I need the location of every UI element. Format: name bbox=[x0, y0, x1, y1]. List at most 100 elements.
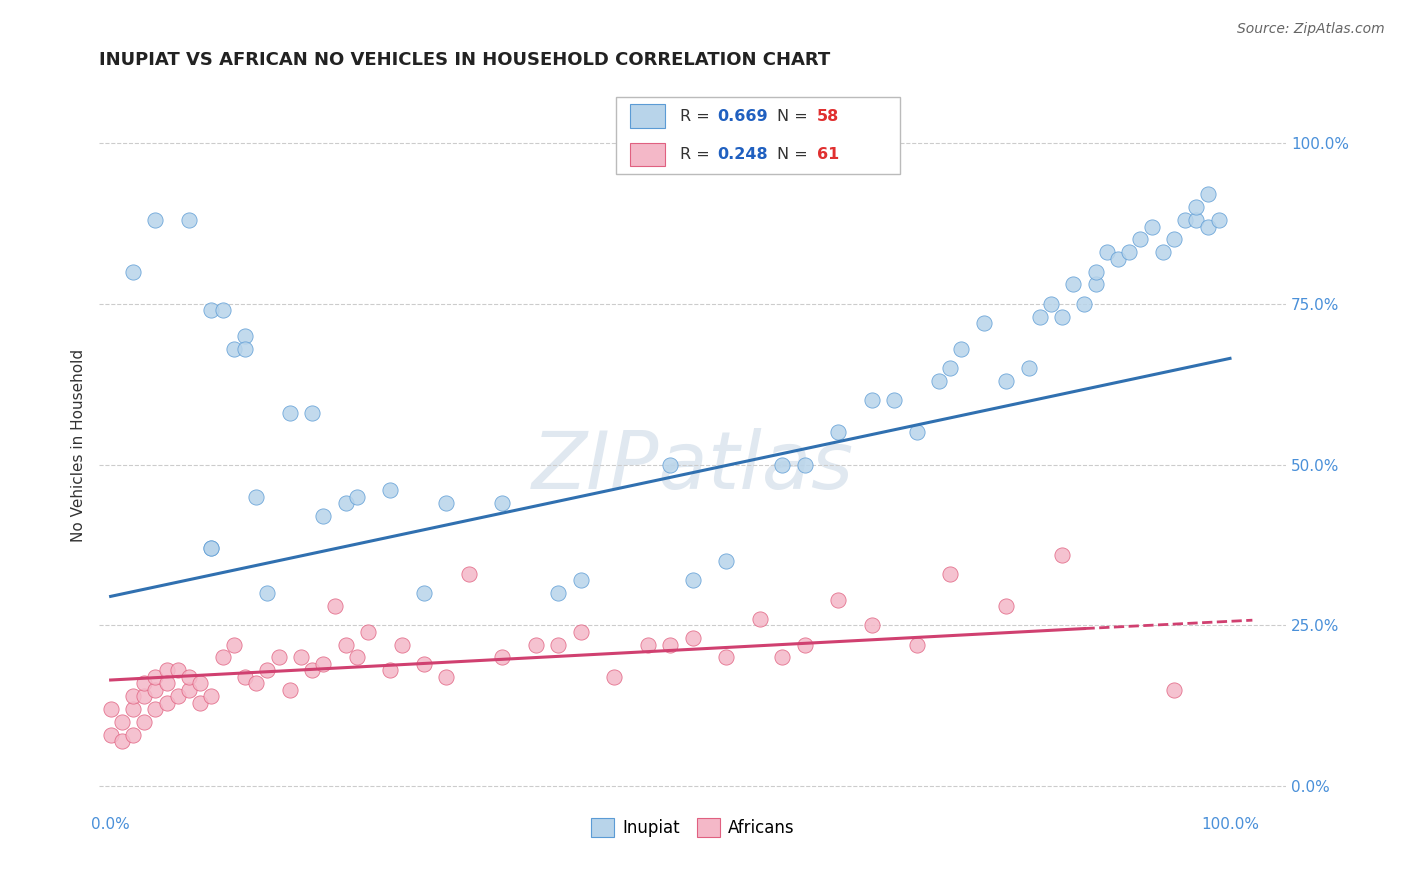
Point bbox=[267, 650, 290, 665]
Text: 0.248: 0.248 bbox=[717, 147, 768, 162]
Point bbox=[939, 361, 962, 376]
Point bbox=[290, 650, 312, 665]
Point bbox=[256, 586, 278, 600]
Point bbox=[312, 508, 335, 523]
Point bbox=[155, 696, 177, 710]
Point bbox=[122, 264, 145, 278]
Point bbox=[134, 714, 156, 729]
Point bbox=[323, 599, 346, 613]
FancyBboxPatch shape bbox=[630, 104, 665, 128]
Text: N =: N = bbox=[778, 147, 813, 162]
Point bbox=[793, 638, 815, 652]
Point bbox=[346, 490, 368, 504]
Point bbox=[770, 650, 793, 665]
Text: 0.669: 0.669 bbox=[717, 109, 768, 124]
Point bbox=[1095, 245, 1118, 260]
Point bbox=[905, 638, 928, 652]
Point bbox=[995, 374, 1018, 388]
Point bbox=[547, 586, 569, 600]
Text: Source: ZipAtlas.com: Source: ZipAtlas.com bbox=[1237, 22, 1385, 37]
Point bbox=[1050, 310, 1073, 324]
Point bbox=[748, 612, 770, 626]
Point bbox=[278, 406, 301, 420]
Point bbox=[569, 624, 592, 639]
Point bbox=[222, 638, 245, 652]
Point bbox=[177, 682, 200, 697]
Point bbox=[380, 664, 402, 678]
Point bbox=[1163, 232, 1185, 246]
Point bbox=[1197, 219, 1219, 234]
Point bbox=[939, 566, 962, 581]
Point bbox=[1185, 213, 1208, 227]
Point bbox=[928, 374, 950, 388]
Point bbox=[145, 213, 167, 227]
Point bbox=[200, 541, 222, 556]
Point bbox=[145, 702, 167, 716]
Point bbox=[233, 342, 256, 356]
Point bbox=[436, 670, 458, 684]
Point bbox=[827, 592, 849, 607]
Point bbox=[200, 541, 222, 556]
Point bbox=[1018, 361, 1040, 376]
Point bbox=[122, 702, 145, 716]
Point bbox=[973, 316, 995, 330]
Legend: Inupiat, Africans: Inupiat, Africans bbox=[583, 812, 801, 844]
Point bbox=[569, 574, 592, 588]
Point bbox=[950, 342, 973, 356]
Point bbox=[659, 458, 682, 472]
Text: N =: N = bbox=[778, 109, 813, 124]
FancyBboxPatch shape bbox=[616, 97, 900, 174]
Point bbox=[659, 638, 682, 652]
Point bbox=[1197, 187, 1219, 202]
Point bbox=[134, 689, 156, 703]
Point bbox=[491, 650, 513, 665]
Point bbox=[346, 650, 368, 665]
Point bbox=[256, 664, 278, 678]
Point bbox=[1050, 548, 1073, 562]
Point bbox=[166, 664, 188, 678]
Point bbox=[1062, 277, 1084, 292]
Point bbox=[1185, 200, 1208, 214]
Point bbox=[905, 425, 928, 440]
Text: ZIPatlas: ZIPatlas bbox=[531, 428, 853, 507]
Point bbox=[111, 734, 134, 748]
Point bbox=[122, 689, 145, 703]
Point bbox=[233, 329, 256, 343]
Point bbox=[122, 728, 145, 742]
Point bbox=[188, 696, 211, 710]
Point bbox=[1163, 682, 1185, 697]
Point bbox=[1073, 296, 1095, 310]
Point bbox=[1107, 252, 1129, 266]
Point bbox=[1140, 219, 1163, 234]
Point bbox=[1174, 213, 1197, 227]
Point bbox=[301, 406, 323, 420]
Point bbox=[793, 458, 815, 472]
Point bbox=[200, 303, 222, 318]
Point bbox=[682, 631, 704, 645]
Point bbox=[682, 574, 704, 588]
Point bbox=[111, 714, 134, 729]
Point bbox=[312, 657, 335, 671]
Point bbox=[278, 682, 301, 697]
Point bbox=[883, 393, 905, 408]
Point bbox=[245, 490, 267, 504]
Point bbox=[637, 638, 659, 652]
Point bbox=[391, 638, 413, 652]
Point bbox=[524, 638, 547, 652]
Point bbox=[1152, 245, 1174, 260]
Point bbox=[335, 638, 357, 652]
Point bbox=[166, 689, 188, 703]
Point bbox=[100, 702, 122, 716]
Point bbox=[1118, 245, 1140, 260]
Point bbox=[436, 496, 458, 510]
Point bbox=[134, 676, 156, 690]
Point bbox=[716, 650, 738, 665]
Point bbox=[357, 624, 380, 639]
Point bbox=[222, 342, 245, 356]
Point bbox=[145, 670, 167, 684]
Point bbox=[245, 676, 267, 690]
Point bbox=[1084, 264, 1107, 278]
Point bbox=[1039, 296, 1062, 310]
Point bbox=[145, 682, 167, 697]
Point bbox=[155, 664, 177, 678]
